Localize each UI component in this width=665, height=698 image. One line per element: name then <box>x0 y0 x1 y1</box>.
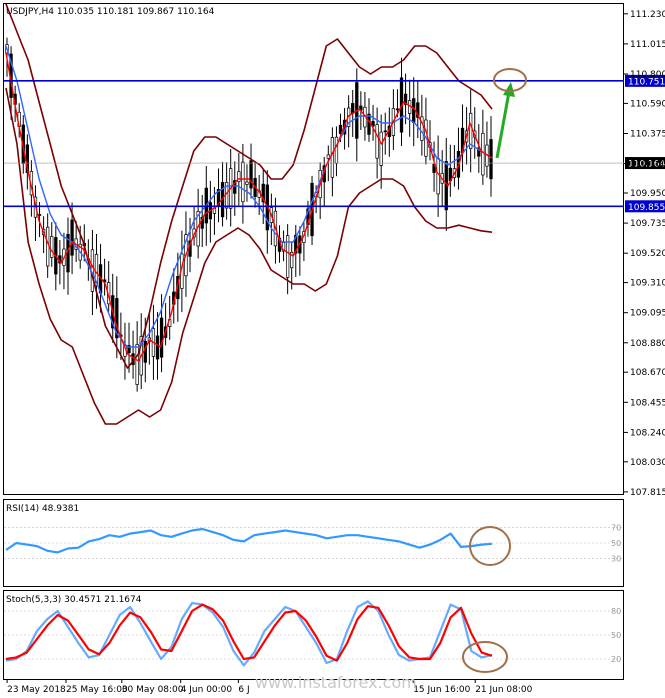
main-panel <box>3 3 624 495</box>
y-tick-label: 109.310 <box>630 279 665 289</box>
y-tick-label: 110.160 <box>630 160 665 170</box>
y-tick-label: 108.240 <box>630 428 665 438</box>
candle-body <box>70 219 74 256</box>
candle-body <box>338 124 343 134</box>
rsi-circle <box>469 526 511 566</box>
y-tick-label: 109.735 <box>630 219 665 229</box>
y-tick-label: 108.880 <box>630 339 665 349</box>
y-tick-label: 109.095 <box>630 309 665 319</box>
x-tick-label: 23 May 2018 <box>7 685 66 695</box>
stoch-tick-label: 20 <box>611 655 621 664</box>
main-plot <box>4 3 624 425</box>
forecast-arrow-head <box>503 82 515 97</box>
bollinger-lower <box>5 87 493 425</box>
rsi-line <box>5 527 493 554</box>
level-price-label-box <box>625 200 665 213</box>
ma-slow-line <box>5 45 493 348</box>
y-tick-label: 111.230 <box>630 10 665 20</box>
x-tick-label: 15 Jun 16:00 <box>413 685 470 695</box>
rsi-title: RSI(14) 48.9381 <box>6 504 79 514</box>
y-tick-label: 110.590 <box>630 99 665 109</box>
level-price-label-box <box>625 74 665 87</box>
y-tick-label: 108.455 <box>630 398 665 408</box>
y-tick-label: 107.815 <box>630 488 665 498</box>
rsi-tick-label: 50 <box>611 539 621 548</box>
candle-body <box>436 158 440 195</box>
stoch-circle <box>462 641 508 673</box>
candle-body <box>50 236 54 258</box>
candle-body <box>334 136 339 164</box>
y-tick-label: 109.950 <box>630 189 665 199</box>
candle-body <box>37 214 42 216</box>
axes: 110.751 109.855 110.164 111.230 111.015 110.8… <box>6 10 665 695</box>
candle-body <box>127 345 131 354</box>
candle-body <box>249 160 253 189</box>
y-tick-label: 110.800 <box>630 70 665 80</box>
x-tick-label: 30 May 08:00 <box>122 685 184 695</box>
x-tick-label: 4 Jun 00:00 <box>181 685 233 695</box>
candle-body <box>469 112 473 149</box>
level-price-label: 109.855 <box>628 203 665 213</box>
candle-body <box>412 98 416 123</box>
candle-body <box>135 344 139 385</box>
level-price-label: 110.751 <box>628 77 665 87</box>
stoch-tick-label: 80 <box>611 607 621 616</box>
candle-body <box>294 234 298 254</box>
x-tick-label: 6 J <box>238 685 249 695</box>
candle-body <box>330 137 335 178</box>
candle-body <box>237 171 241 182</box>
watermark: www.instaforex.com <box>255 673 417 692</box>
y-tick-label: 110.375 <box>630 130 665 140</box>
candle-body <box>416 102 420 118</box>
stoch-main-line <box>5 603 493 662</box>
candle-body <box>375 124 379 159</box>
rsi-tick-label: 30 <box>611 555 621 564</box>
candle-body <box>379 131 383 166</box>
forecast-arrow <box>495 91 511 159</box>
candle-body <box>395 108 400 111</box>
candle-body <box>290 252 294 269</box>
chart-title: USDJPY,H4 110.035 110.181 109.867 110.16… <box>6 7 215 17</box>
candle-body <box>241 161 245 203</box>
candle-body <box>326 154 330 159</box>
candle-body <box>420 116 424 141</box>
candle-body <box>285 235 290 278</box>
stoch-plot: 80 50 20 <box>4 600 624 673</box>
candle-body <box>245 181 249 185</box>
y-tick-label: 108.030 <box>630 458 665 468</box>
y-tick-label: 108.670 <box>630 368 665 378</box>
candle-body <box>383 130 387 133</box>
rsi-tick-label: 70 <box>611 523 621 532</box>
y-tick-label: 111.015 <box>630 40 665 50</box>
current-price-label: 110.164 <box>628 160 665 170</box>
x-tick-label: 25 May 16:00 <box>66 685 128 695</box>
candle-body <box>233 180 237 194</box>
y-tick-label: 109.520 <box>630 249 665 259</box>
candle-body <box>481 132 485 176</box>
candle-body <box>261 183 265 203</box>
rsi-plot: 70 50 30 <box>4 523 624 566</box>
stoch-title: Stoch(5,3,3) 30.4571 21.1674 <box>6 595 142 605</box>
candle-body <box>155 335 160 360</box>
current-price-box <box>625 157 665 170</box>
target-circle <box>493 68 527 92</box>
ma-fast-line <box>5 52 493 362</box>
candle-body <box>367 113 371 135</box>
candle-body <box>115 298 119 339</box>
candle-body <box>143 340 147 363</box>
candle-body <box>489 139 493 180</box>
candle-body <box>403 93 408 105</box>
stoch-tick-label: 50 <box>611 631 621 640</box>
candle-body <box>371 121 375 127</box>
x-tick-label: 21 Jun 08:00 <box>475 685 532 695</box>
candle-body <box>159 317 164 358</box>
candle-body <box>477 147 481 157</box>
